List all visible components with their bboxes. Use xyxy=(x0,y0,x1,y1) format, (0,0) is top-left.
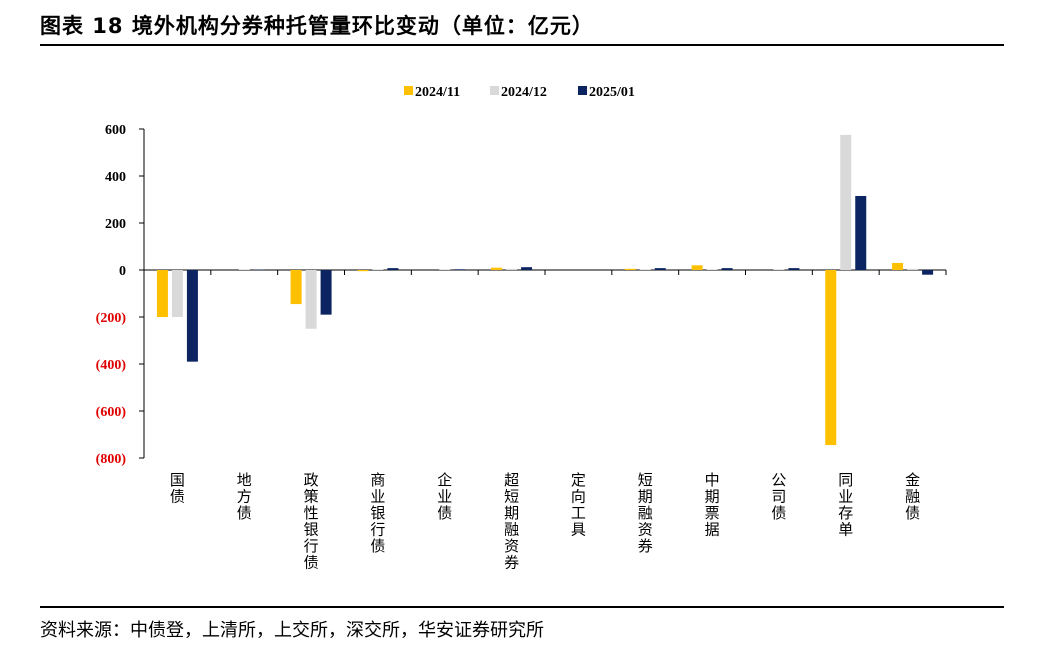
bar xyxy=(521,267,533,270)
x-category-label: 中期票据 xyxy=(705,471,720,539)
bar xyxy=(506,268,518,270)
source-rule xyxy=(40,606,1004,608)
legend-swatch xyxy=(404,86,413,95)
y-tick-label: (800) xyxy=(96,452,127,467)
x-category-label: 同业存单 xyxy=(838,471,853,539)
x-category-label: 超短期融资券 xyxy=(504,471,519,572)
bar xyxy=(840,134,852,270)
y-tick-label: 600 xyxy=(105,123,126,138)
x-category-label: 国债 xyxy=(170,471,185,506)
x-category-label: 金融债 xyxy=(905,471,920,522)
bar xyxy=(454,269,466,270)
bar xyxy=(654,268,666,270)
legend-swatch xyxy=(490,86,499,95)
x-category-label: 政策性银行债 xyxy=(304,471,319,572)
x-category-label: 公司债 xyxy=(771,471,786,522)
y-tick-label: 400 xyxy=(105,170,126,185)
y-tick-label: (400) xyxy=(96,358,127,373)
legend-label: 2024/11 xyxy=(415,85,460,100)
legend-swatch xyxy=(578,86,587,95)
bar xyxy=(156,270,168,317)
title-rule xyxy=(40,44,1004,46)
x-category-label: 定向工具 xyxy=(571,471,586,539)
chart-title: 图表 18 境外机构分券种托管量环比变动（单位：亿元） xyxy=(40,14,594,38)
x-category-label: 地方债 xyxy=(237,471,252,522)
bar xyxy=(691,265,703,270)
bar xyxy=(788,268,800,270)
x-category-label: 短期融资券 xyxy=(638,471,653,555)
y-tick-label: 200 xyxy=(105,217,126,232)
x-category-label: 商业银行债 xyxy=(370,471,385,555)
bar xyxy=(892,262,904,270)
legend-label: 2025/01 xyxy=(589,85,635,100)
source-note: 资料来源：中债登，上清所，上交所，深交所，华安证券研究所 xyxy=(40,620,544,641)
bar xyxy=(387,268,399,270)
bar xyxy=(305,270,317,329)
bar xyxy=(721,268,733,270)
bar xyxy=(186,270,198,362)
x-category-label: 企业债 xyxy=(437,471,452,522)
bar xyxy=(706,269,718,270)
bar xyxy=(855,195,867,270)
bar xyxy=(624,268,636,270)
bar xyxy=(922,270,934,275)
bar xyxy=(171,270,183,317)
y-tick-label: (600) xyxy=(96,405,127,420)
bar xyxy=(773,269,785,270)
bar xyxy=(290,270,302,305)
y-tick-label: (200) xyxy=(96,311,127,326)
bar xyxy=(491,267,503,270)
legend-label: 2024/12 xyxy=(501,85,547,100)
bar xyxy=(320,270,332,315)
bar xyxy=(825,270,837,446)
bar xyxy=(907,268,919,270)
y-tick-label: 0 xyxy=(119,264,126,279)
bar xyxy=(357,270,369,272)
